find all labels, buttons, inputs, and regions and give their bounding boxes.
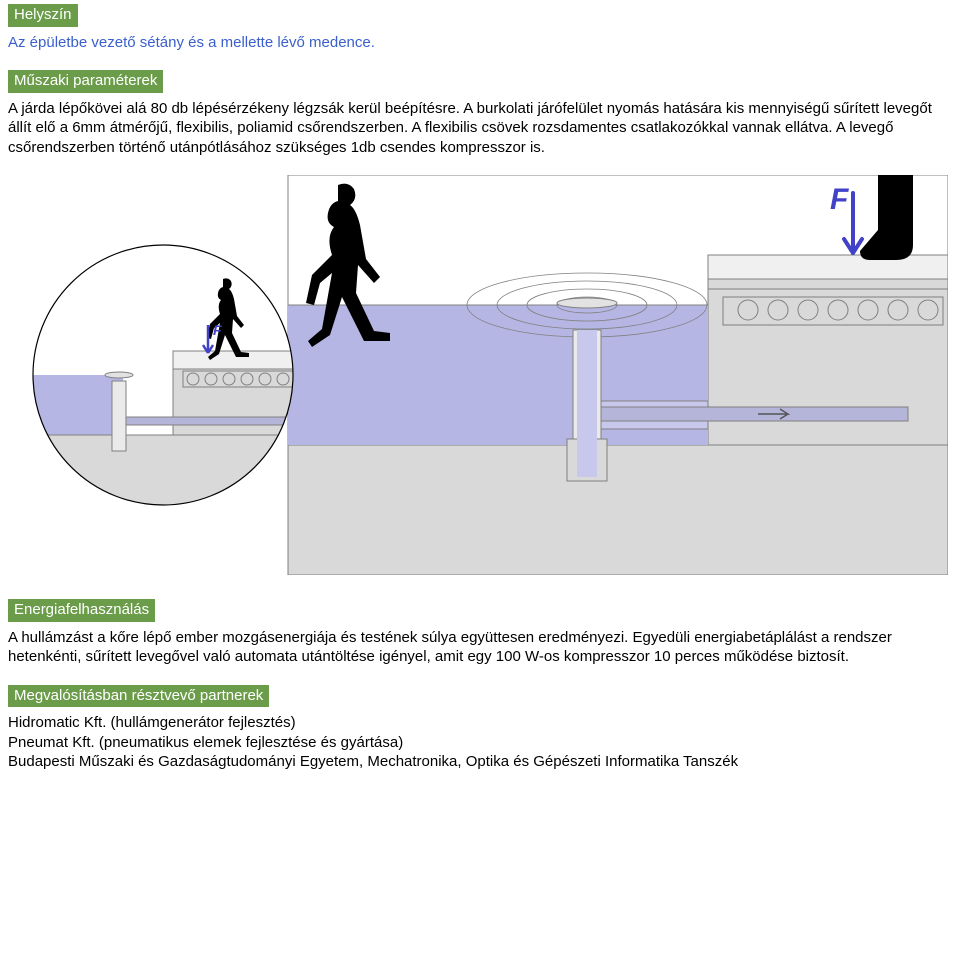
svg-text:F: F xyxy=(830,183,849,216)
partner-line-0: Hidromatic Kft. (hullámgenerátor fejlesz… xyxy=(8,713,952,733)
text-tech: A járda lépőkövei alá 80 db lépésérzéken… xyxy=(8,99,952,158)
partner-line-1: Pneumat Kft. (pneumatikus elemek fejlesz… xyxy=(8,733,952,753)
section-tech: Műszaki paraméterek A járda lépőkövei al… xyxy=(8,70,952,157)
diagram-container: FF xyxy=(8,175,948,575)
heading-partners: Megvalósításban résztvevő partnerek xyxy=(8,685,269,708)
heading-location: Helyszín xyxy=(8,4,78,27)
system-diagram: FF xyxy=(8,175,948,575)
text-location: Az épületbe vezető sétány és a mellette … xyxy=(8,33,952,53)
heading-tech: Műszaki paraméterek xyxy=(8,70,163,93)
text-energy: A hullámzást a kőre lépő ember mozgásene… xyxy=(8,628,952,667)
section-partners: Megvalósításban résztvevő partnerek Hidr… xyxy=(8,685,952,772)
section-location: Helyszín Az épületbe vezető sétány és a … xyxy=(8,4,952,52)
section-energy: Energiafelhasználás A hullámzást a kőre … xyxy=(8,599,952,667)
svg-text:F: F xyxy=(213,322,222,338)
heading-energy: Energiafelhasználás xyxy=(8,599,155,622)
partner-line-2: Budapesti Műszaki és Gazdaságtudományi E… xyxy=(8,752,952,772)
